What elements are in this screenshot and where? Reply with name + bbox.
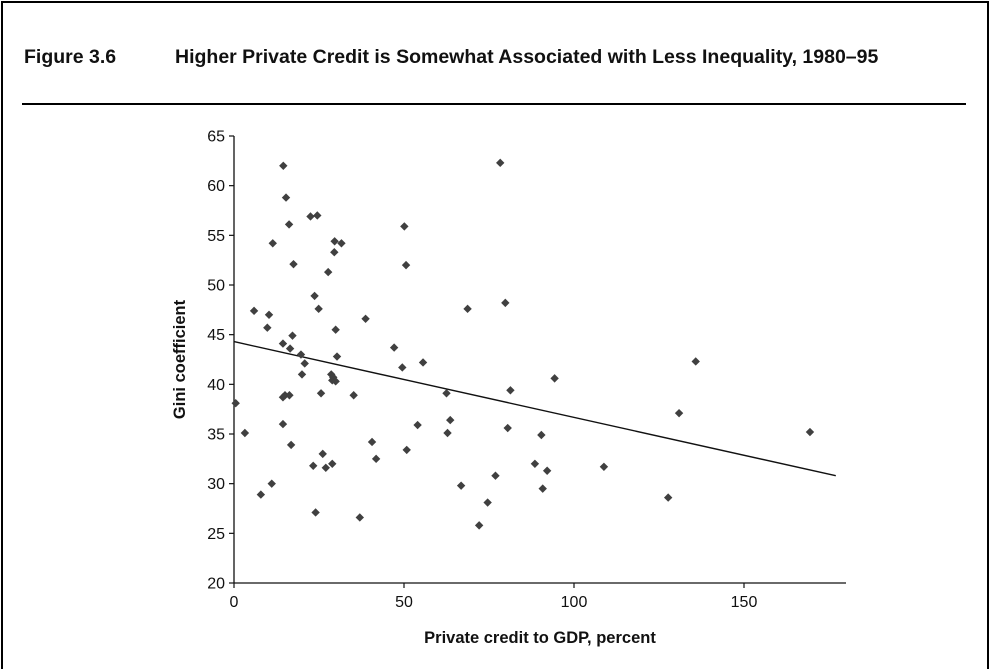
data-point	[506, 386, 515, 395]
data-point	[663, 493, 673, 502]
data-point	[413, 420, 422, 430]
data-point	[337, 239, 346, 248]
data-point	[442, 389, 451, 398]
data-point	[263, 323, 272, 332]
data-point	[355, 513, 364, 522]
data-point	[313, 211, 322, 220]
data-point	[463, 304, 472, 314]
data-point	[281, 193, 291, 202]
data-point	[332, 352, 342, 361]
data-point	[268, 239, 277, 248]
y-tick-label: 40	[207, 377, 225, 394]
y-tick-label: 20	[207, 576, 225, 593]
y-tick-label: 30	[207, 476, 225, 493]
data-point	[300, 359, 309, 368]
x-tick-label: 150	[731, 594, 758, 611]
y-tick-label: 25	[207, 526, 225, 543]
data-point	[599, 462, 609, 471]
title-rule	[22, 103, 966, 105]
data-point	[530, 459, 540, 468]
data-point	[491, 471, 500, 480]
data-point	[309, 461, 318, 470]
y-tick-label: 55	[207, 228, 225, 245]
data-point	[330, 237, 339, 246]
x-axis-label: Private credit to GDP, percent	[424, 629, 656, 647]
x-tick-label: 100	[561, 594, 588, 611]
data-point	[306, 212, 315, 221]
data-point	[279, 161, 288, 170]
data-point	[349, 391, 358, 400]
data-points	[231, 158, 815, 530]
figure-label: Figure 3.6	[24, 46, 117, 68]
data-point	[400, 222, 409, 231]
data-point	[537, 430, 546, 440]
data-point	[402, 445, 411, 455]
data-point	[389, 343, 399, 352]
data-point	[318, 449, 327, 459]
data-point	[443, 428, 452, 438]
data-point	[331, 325, 340, 334]
data-point	[398, 363, 407, 372]
data-point	[286, 440, 296, 450]
y-tick-label: 45	[207, 327, 225, 344]
data-point	[316, 389, 326, 398]
data-point	[264, 310, 274, 319]
data-point	[496, 158, 505, 168]
trendline	[233, 340, 836, 477]
data-point	[401, 260, 411, 270]
data-point	[296, 350, 306, 359]
data-point	[267, 479, 276, 488]
data-point	[310, 291, 319, 301]
data-point	[331, 377, 340, 386]
data-point	[256, 490, 266, 499]
data-point	[805, 427, 815, 437]
y-tick-label: 35	[207, 427, 225, 444]
data-point	[297, 370, 307, 379]
data-point	[278, 419, 288, 429]
data-point	[231, 399, 240, 408]
data-point	[501, 298, 510, 308]
data-point	[321, 463, 330, 472]
data-point	[284, 220, 294, 229]
data-point	[288, 331, 297, 340]
data-point	[289, 259, 298, 269]
data-point	[691, 357, 700, 366]
data-point	[474, 521, 484, 530]
data-point	[538, 484, 547, 493]
axes	[233, 136, 846, 584]
y-tick-label: 65	[207, 129, 225, 146]
data-point	[311, 508, 320, 517]
data-point	[483, 498, 492, 507]
data-point	[278, 393, 288, 402]
x-tick-label: 50	[395, 594, 413, 611]
data-point	[503, 423, 512, 433]
data-point	[240, 428, 250, 438]
data-point	[542, 466, 552, 475]
data-point	[278, 339, 288, 348]
data-point	[361, 314, 370, 323]
data-point	[367, 437, 377, 447]
data-point	[314, 304, 323, 314]
data-point	[550, 374, 559, 383]
data-point	[328, 459, 337, 468]
data-point	[323, 267, 333, 277]
ticks: 20 25 30 35 40 45 50 55 60 65 0 50 100 150	[207, 129, 757, 612]
data-point	[249, 306, 259, 316]
y-axis-label: Gini coefficient	[171, 299, 189, 419]
data-point	[371, 454, 381, 464]
data-point	[285, 344, 295, 353]
data-point	[418, 358, 428, 367]
data-point	[330, 248, 339, 257]
data-point	[456, 481, 466, 490]
x-tick-label: 0	[230, 594, 239, 611]
y-tick-label: 50	[207, 278, 225, 295]
data-point	[446, 415, 455, 425]
data-point	[674, 408, 684, 418]
figure-title: Higher Private Credit is Somewhat Associ…	[175, 46, 879, 68]
data-point	[285, 391, 294, 400]
y-tick-label: 60	[207, 178, 225, 195]
